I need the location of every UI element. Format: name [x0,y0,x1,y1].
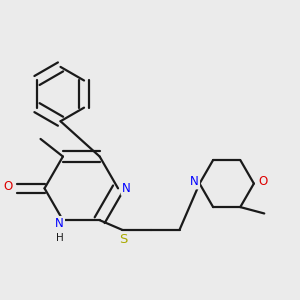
Text: N: N [190,176,199,188]
Text: S: S [119,233,128,246]
Text: H: H [56,233,64,243]
Text: O: O [258,176,267,188]
Text: N: N [122,182,130,195]
Text: O: O [3,180,12,193]
Text: N: N [55,217,64,230]
